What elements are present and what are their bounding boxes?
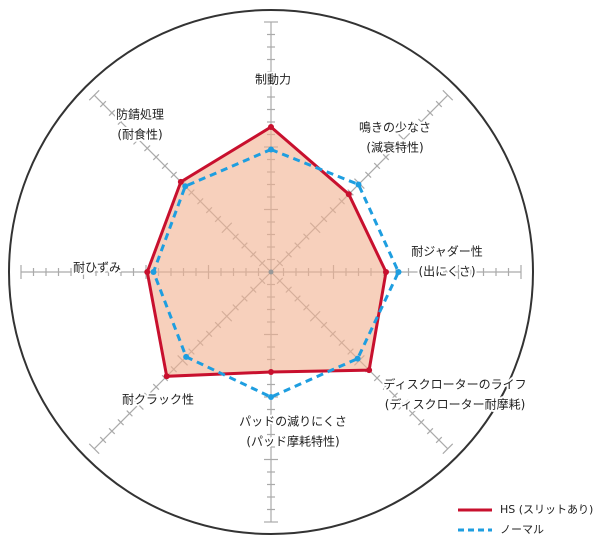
tick-mark (391, 145, 398, 152)
category-label: (耐食性) (117, 127, 162, 142)
data-point (268, 394, 274, 400)
data-point (177, 178, 184, 185)
tick-mark (117, 118, 124, 125)
data-point (383, 269, 389, 275)
data-point (144, 269, 151, 275)
tick-mark (117, 419, 124, 426)
data-point (366, 367, 373, 374)
tick-mark (418, 419, 425, 426)
tick-mark (133, 134, 144, 145)
data-point (355, 181, 362, 188)
category-label: パッドの減りにくさ (239, 414, 347, 429)
series-area (151, 147, 401, 399)
data-point (354, 355, 361, 362)
category-label: 耐クラック性 (122, 393, 194, 407)
tick-mark (426, 427, 434, 435)
tick-mark (170, 171, 178, 179)
tick-mark (435, 100, 443, 108)
data-point (163, 373, 170, 380)
data-point (268, 146, 274, 153)
tick-mark (108, 427, 116, 435)
category-label: (パッド摩耗特性) (246, 434, 339, 449)
tick-mark (126, 410, 133, 417)
outer-ring (8, 9, 534, 535)
tick-mark (88, 89, 100, 101)
data-point (268, 369, 274, 375)
tick-mark (133, 399, 144, 410)
tick-mark (409, 410, 416, 417)
data-point (345, 191, 352, 198)
series-area (145, 125, 388, 378)
category-label: 制動力 (255, 73, 291, 87)
tick-mark (152, 153, 160, 161)
data-point (183, 353, 190, 360)
tick-mark (382, 153, 390, 161)
tick-mark (418, 118, 425, 125)
tick-mark (364, 171, 372, 179)
tick-mark (144, 392, 151, 399)
legend-label: ノーマル (500, 523, 544, 536)
tick-mark (373, 374, 381, 382)
category-label: (ディスクローター耐摩耗) (385, 397, 526, 412)
data-point (182, 183, 189, 190)
legend-label: HS (スリットあり) (500, 503, 593, 516)
tick-mark (442, 89, 454, 101)
category-label: ディスクローターのライフ (383, 377, 526, 392)
tick-mark (391, 392, 398, 399)
tick-mark (126, 127, 133, 134)
data-point (395, 269, 402, 275)
tick-mark (108, 109, 116, 117)
data-point (150, 269, 157, 275)
tick-mark (99, 436, 107, 444)
category-label: (出にくさ) (418, 265, 475, 279)
center-dot (268, 269, 274, 275)
tick-mark (398, 399, 409, 410)
tick-mark (426, 109, 434, 117)
data-point (268, 124, 274, 130)
tick-mark (382, 383, 390, 391)
category-label: 鳴きの少なさ (359, 121, 431, 135)
tick-mark (442, 443, 454, 455)
tick-mark (152, 383, 160, 391)
tick-mark (144, 145, 151, 152)
tick-mark (398, 134, 409, 145)
tick-mark (161, 162, 169, 170)
category-label: 耐ひずみ (73, 261, 121, 275)
tick-mark (409, 127, 416, 134)
tick-mark (99, 100, 107, 108)
category-label: (減衰特性) (366, 140, 423, 155)
category-label: 耐ジャダー性 (411, 244, 482, 259)
tick-mark (88, 443, 100, 455)
tick-mark (435, 436, 443, 444)
tick-mark (373, 162, 381, 170)
category-label: 防錆処理 (116, 107, 164, 122)
